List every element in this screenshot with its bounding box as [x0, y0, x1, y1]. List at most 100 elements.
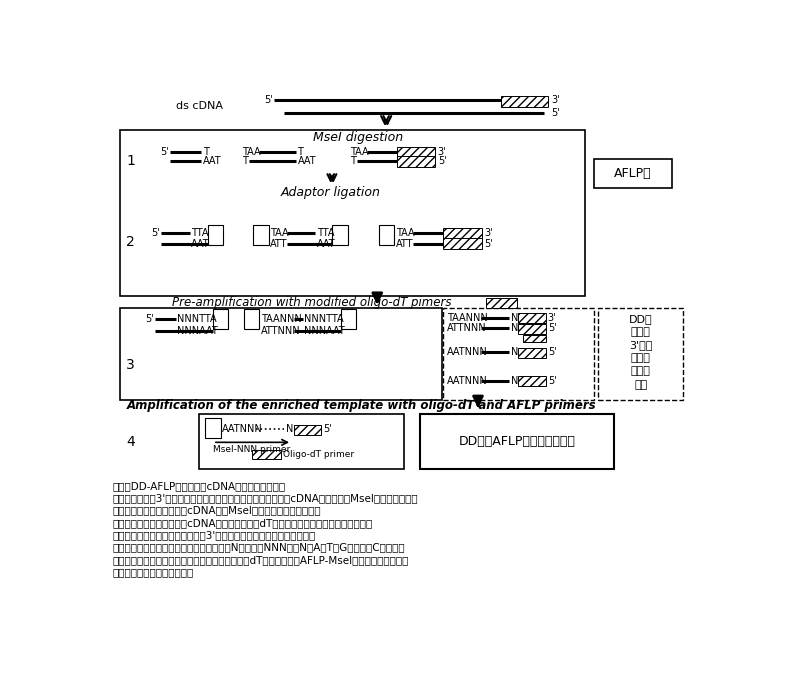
Text: ATT: ATT	[270, 239, 288, 248]
Text: 3': 3'	[551, 95, 560, 106]
Text: N: N	[511, 313, 518, 323]
Text: 断片の: 断片の	[631, 354, 651, 363]
Bar	[443, 308, 594, 400]
Text: 5': 5'	[264, 95, 273, 104]
Text: TAA: TAA	[241, 147, 260, 157]
Text: 2: 2	[126, 235, 135, 249]
Text: NNNAAT: NNNAAT	[304, 326, 345, 335]
Text: 5': 5'	[323, 425, 332, 434]
Text: TAANNN: TAANNN	[447, 313, 488, 323]
Text: ATT: ATT	[396, 239, 413, 248]
Text: N: N	[511, 376, 518, 386]
Text: AAT: AAT	[317, 239, 336, 248]
Text: T: T	[350, 157, 356, 166]
Bar	[293, 425, 321, 434]
Bar	[518, 324, 546, 334]
Text: TTA: TTA	[191, 228, 209, 238]
Bar	[332, 226, 347, 245]
Text: 増幅: 増幅	[634, 379, 648, 390]
Text: NNNTTA: NNNTTA	[178, 314, 217, 324]
Text: MseI-NNN primer: MseI-NNN primer	[213, 445, 290, 454]
Text: NNNTTA: NNNTTA	[304, 314, 344, 324]
Text: T: T	[241, 157, 248, 166]
Text: AAT: AAT	[191, 239, 210, 248]
Bar	[252, 450, 281, 459]
Bar	[244, 309, 259, 329]
Bar	[120, 130, 585, 296]
Text: TAA: TAA	[350, 147, 369, 157]
Bar	[501, 96, 548, 106]
Text: AAT: AAT	[203, 157, 222, 166]
Text: TTA: TTA	[317, 228, 334, 238]
Text: NNNAAT: NNNAAT	[178, 326, 218, 335]
Text: AAT: AAT	[297, 157, 316, 166]
Text: T: T	[297, 147, 303, 157]
Text: Adaptor ligation: Adaptor ligation	[281, 186, 380, 198]
Text: Oligo-dT primer: Oligo-dT primer	[283, 450, 354, 459]
Bar	[205, 418, 221, 438]
Bar	[397, 156, 435, 166]
Bar	[208, 226, 223, 245]
Text: このステップで，3'末端配列をもつ鋳型が豊富になる．: このステップで，3'末端配列をもつ鋳型が豊富になる．	[112, 530, 315, 540]
Bar	[443, 238, 482, 249]
Text: ds cDNA: ds cDNA	[176, 101, 222, 111]
Text: AATNNN: AATNNN	[447, 376, 488, 386]
Bar	[523, 335, 546, 342]
Text: Amplification of the enriched template with oligo-dT and AFLP primers: Amplification of the enriched template w…	[127, 399, 597, 412]
Text: ステップ４：豊富な鋳型は，選択塩基（NあるいはNNN，　NはA，T，GあるいはCを表す）: ステップ４：豊富な鋳型は，選択塩基（NあるいはNNN， NはA，T，GあるいはC…	[112, 542, 405, 553]
Bar	[518, 313, 546, 323]
Text: 増幅される．: 増幅される．	[112, 567, 193, 577]
Text: ステップ２：切断されたcDNAは，MseⅠアダプターと結合する．: ステップ２：切断されたcDNAは，MseⅠアダプターと結合する．	[112, 505, 321, 516]
Text: による: による	[631, 327, 651, 338]
Text: TAA: TAA	[270, 228, 289, 238]
Text: AATNNN: AATNNN	[447, 347, 488, 357]
Bar	[213, 309, 229, 329]
Text: DD法とAFLP法の組合せ効果: DD法とAFLP法の組合せ効果	[458, 435, 575, 448]
Text: 5': 5'	[548, 324, 556, 333]
Text: TAA: TAA	[396, 228, 414, 238]
Bar	[379, 226, 395, 245]
Text: 3': 3'	[438, 147, 446, 157]
Bar	[518, 347, 546, 358]
Text: 5': 5'	[438, 157, 446, 166]
Text: ステップ１：3'末端（図の斜線のボックス）をもつ二本鎖のcDNAが制限酵素MseⅠで切断される．: ステップ１：3'末端（図の斜線のボックス）をもつ二本鎖のcDNAが制限酵素Mse…	[112, 493, 418, 503]
Text: 3: 3	[126, 358, 135, 372]
Bar	[199, 414, 404, 469]
Bar	[518, 376, 546, 386]
Text: をもつ二つのプライマー（オリゴdTプライマーとAFLP-MseⅠプライマー）により: をもつ二つのプライマー（オリゴdTプライマーとAFLP-MseⅠプライマー）によ…	[112, 555, 409, 564]
Text: DD法: DD法	[629, 314, 652, 324]
Text: 選択的: 選択的	[631, 367, 651, 377]
Text: T: T	[203, 147, 209, 157]
Text: N: N	[511, 347, 518, 357]
Text: 1: 1	[126, 155, 135, 168]
Text: 5': 5'	[145, 314, 153, 324]
Text: 3': 3'	[548, 313, 556, 323]
Bar	[253, 226, 269, 245]
Bar	[486, 298, 516, 308]
Text: Pre-amplification with modified oligo-dT pimers: Pre-amplification with modified oligo-dT…	[171, 296, 451, 309]
Text: AFLP法: AFLP法	[614, 167, 652, 180]
Text: MseI digestion: MseI digestion	[313, 131, 403, 144]
Text: 5': 5'	[551, 108, 560, 118]
Text: N: N	[511, 324, 518, 333]
Bar	[120, 308, 442, 400]
Bar	[397, 147, 435, 157]
Text: TAANNN: TAANNN	[261, 314, 302, 324]
Text: ATTNNN: ATTNNN	[261, 326, 300, 335]
Text: 5': 5'	[151, 228, 160, 238]
Text: 4: 4	[126, 435, 135, 450]
Text: 5': 5'	[548, 376, 556, 386]
Text: AATNNN: AATNNN	[222, 425, 263, 434]
Text: ステップ３：修飾されたcDNA断片は，オリゴdTプライマーで直線的に増幅される．: ステップ３：修飾されたcDNA断片は，オリゴdTプライマーで直線的に増幅される．	[112, 518, 373, 528]
Bar	[341, 309, 356, 329]
Bar	[594, 159, 672, 188]
Text: ATTNNN: ATTNNN	[447, 324, 487, 333]
Text: 3': 3'	[484, 228, 493, 238]
Text: N: N	[286, 425, 293, 434]
Text: 5': 5'	[548, 347, 556, 357]
Text: 3'末端: 3'末端	[629, 340, 652, 350]
Text: 図１．DD-AFLP法におけるcDNA断片増幅のフロー: 図１．DD-AFLP法におけるcDNA断片増幅のフロー	[112, 481, 285, 491]
Bar	[420, 414, 614, 469]
Bar	[598, 308, 683, 400]
Text: 5': 5'	[484, 239, 493, 248]
